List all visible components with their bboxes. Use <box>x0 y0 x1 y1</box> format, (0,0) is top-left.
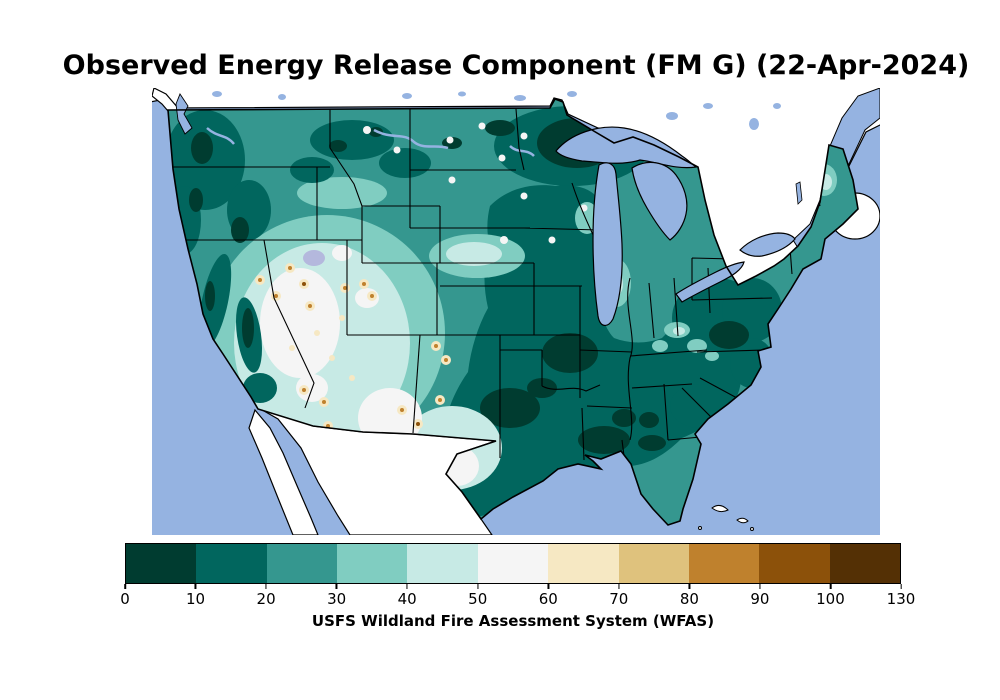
lake-champlain <box>795 181 803 205</box>
colorbar-label: USFS Wildland Fire Assessment System (WF… <box>311 612 715 630</box>
colorbar-tick-100: 100 <box>816 584 845 608</box>
baja-peninsula <box>248 408 319 535</box>
colorbar-tick-50: 50 <box>468 584 487 608</box>
colorbar-segment-0-10 <box>126 544 197 583</box>
rivers <box>206 127 535 157</box>
colorbar-segment-90-100 <box>759 544 830 583</box>
lake-ontario <box>739 232 796 257</box>
colorbar-segment-50-60 <box>477 544 549 583</box>
us-erc-map <box>152 88 880 535</box>
puget-sound <box>175 93 193 135</box>
colorbar-segment-70-80 <box>618 544 689 583</box>
state-borders <box>168 108 821 461</box>
colorbar-segment-10-20 <box>196 544 267 583</box>
canadian-lakes <box>212 91 781 130</box>
lake-michigan <box>592 162 623 326</box>
bahamas-islands <box>698 504 754 531</box>
colorbar-area: 0 10 20 30 40 50 60 70 80 90 100 130 USFS Wildland … <box>120 543 915 630</box>
figure-title: Observed Energy Release Component (FM G)… <box>62 50 970 81</box>
colorbar-tick-90: 90 <box>750 584 769 608</box>
lake-superior <box>555 126 698 169</box>
colorbar-ticks: 0 10 20 30 40 50 60 70 80 90 100 130 <box>120 584 915 608</box>
colorbar-segment-20-30 <box>266 544 338 583</box>
colorbar-tick-60: 60 <box>539 584 558 608</box>
colorbar-tick-80: 80 <box>680 584 699 608</box>
colorbar-segment-40-50 <box>407 544 478 583</box>
colorbar-segment-80-90 <box>688 544 760 583</box>
colorbar-tick-30: 30 <box>327 584 346 608</box>
colorbar-tick-40: 40 <box>398 584 417 608</box>
colorbar-tick-10: 10 <box>186 584 205 608</box>
colorbar-tick-20: 20 <box>257 584 276 608</box>
map-canvas <box>152 88 880 535</box>
lake-huron <box>631 161 688 241</box>
colorbar-segment-30-40 <box>337 544 408 583</box>
great-lakes <box>555 126 803 326</box>
great-salt-lake <box>303 250 325 266</box>
colorbar-segment-100-130 <box>829 544 900 583</box>
colorbar-tick-130: 130 <box>887 584 915 608</box>
colorbar-tick-0: 0 <box>120 584 130 608</box>
lake-erie <box>675 261 745 303</box>
colorbar-segment-60-70 <box>548 544 619 583</box>
colorbar <box>125 543 901 584</box>
colorbar-tick-70: 70 <box>609 584 628 608</box>
